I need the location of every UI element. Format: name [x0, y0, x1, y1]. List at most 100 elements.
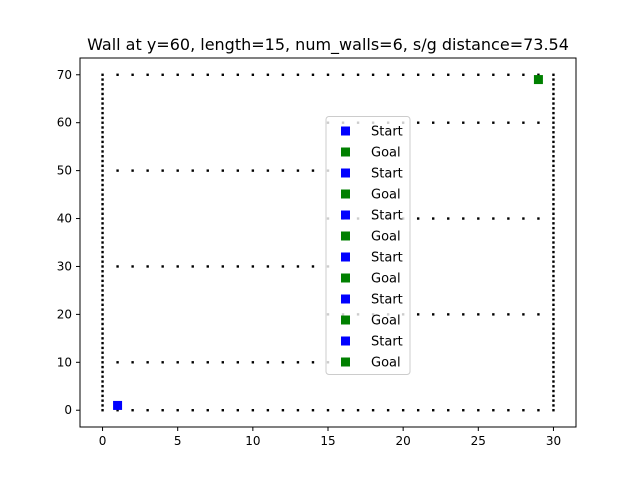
x-tick-label: 10 — [245, 434, 260, 448]
wall-point — [552, 380, 555, 383]
wall-point — [251, 265, 255, 268]
wall-point — [146, 73, 149, 76]
wall-point — [552, 150, 555, 153]
wall-point — [492, 313, 495, 316]
wall-point — [552, 155, 555, 158]
wall-point — [552, 207, 555, 211]
wall-point — [101, 341, 104, 345]
wall-point — [191, 409, 194, 412]
wall-point — [552, 111, 555, 115]
wall-point — [236, 361, 240, 364]
wall-point — [101, 226, 104, 230]
wall-point — [101, 361, 104, 364]
wall-point — [552, 250, 555, 254]
wall-point — [552, 121, 555, 124]
wall-point — [296, 169, 300, 172]
wall-point — [356, 409, 360, 412]
wall-point — [311, 169, 315, 172]
wall-point — [101, 217, 104, 220]
wall-point — [386, 409, 390, 412]
wall-point — [552, 159, 555, 163]
wall-point — [176, 73, 179, 76]
wall-point — [131, 409, 134, 412]
wall-point — [206, 265, 209, 268]
wall-point — [146, 409, 149, 412]
wall-point — [116, 409, 119, 412]
legend-label: Start — [371, 293, 403, 308]
wall-point — [432, 409, 435, 412]
wall-point — [101, 193, 104, 196]
x-tick-label: 25 — [471, 434, 486, 448]
wall-point — [101, 92, 104, 96]
wall-point — [281, 409, 285, 412]
y-tick-label: 0 — [64, 403, 72, 417]
wall-point — [416, 409, 420, 412]
wall-point — [101, 116, 104, 120]
legend-label: Start — [371, 167, 403, 182]
wall-point — [552, 241, 555, 244]
x-tick-label: 5 — [174, 434, 182, 448]
wall-point — [236, 169, 240, 172]
wall-point — [522, 409, 525, 412]
wall-point — [552, 135, 555, 139]
wall-point — [537, 121, 540, 124]
legend-goal-marker — [341, 357, 350, 367]
wall-point — [101, 174, 104, 177]
wall-point — [552, 188, 555, 191]
wall-point — [341, 409, 345, 412]
wall-top-boundary — [116, 73, 540, 76]
wall-point — [101, 140, 104, 144]
wall-point — [477, 121, 480, 124]
wall-point — [296, 265, 300, 268]
wall-point — [552, 92, 555, 96]
wall-point — [552, 183, 555, 187]
wall-point — [161, 73, 164, 76]
wall-point — [101, 212, 104, 215]
wall-point — [191, 265, 194, 268]
wall-point — [101, 356, 104, 359]
chart-title: Wall at y=60, length=15, num_walls=6, s/… — [87, 35, 569, 55]
wall-point — [552, 73, 555, 76]
wall-point — [221, 361, 224, 364]
wall-point — [522, 73, 525, 76]
legend-start-marker — [341, 126, 350, 136]
legend-label: Goal — [371, 356, 401, 371]
wall-point — [101, 294, 104, 297]
x-tick-label: 0 — [99, 434, 107, 448]
wall-point — [191, 169, 194, 172]
legend-start-marker — [341, 252, 350, 262]
legend-start-marker — [341, 210, 350, 220]
wall-point — [477, 409, 480, 412]
wall-point — [101, 332, 104, 335]
wall-point — [101, 231, 104, 235]
wall-point — [552, 289, 555, 292]
legend-label: Goal — [371, 188, 401, 203]
wall-point — [447, 217, 450, 220]
wall-point — [101, 260, 104, 263]
wall-point — [101, 131, 104, 134]
wall-point — [116, 361, 119, 364]
wall-point — [371, 73, 375, 76]
y-tick-label: 50 — [57, 164, 72, 178]
legend-goal-marker — [341, 273, 350, 283]
wall-point — [101, 303, 104, 306]
wall-point — [552, 284, 555, 287]
wall-point — [161, 361, 164, 364]
wall-point — [101, 289, 104, 292]
wall-point — [176, 265, 179, 268]
wall-left-boundary — [101, 73, 104, 412]
wall-point — [552, 385, 555, 388]
wall-point — [101, 250, 104, 254]
wall-point — [552, 351, 555, 354]
wall-point — [552, 317, 555, 321]
wall-point — [191, 73, 194, 76]
wall-point — [462, 73, 465, 76]
wall-point — [552, 337, 555, 340]
wall-point — [101, 121, 104, 124]
wall-point — [552, 265, 555, 268]
wall-point — [236, 265, 240, 268]
wall-wall-y10 — [116, 361, 330, 364]
wall-point — [221, 265, 224, 268]
wall-point — [462, 217, 465, 220]
wall-point — [101, 265, 104, 268]
